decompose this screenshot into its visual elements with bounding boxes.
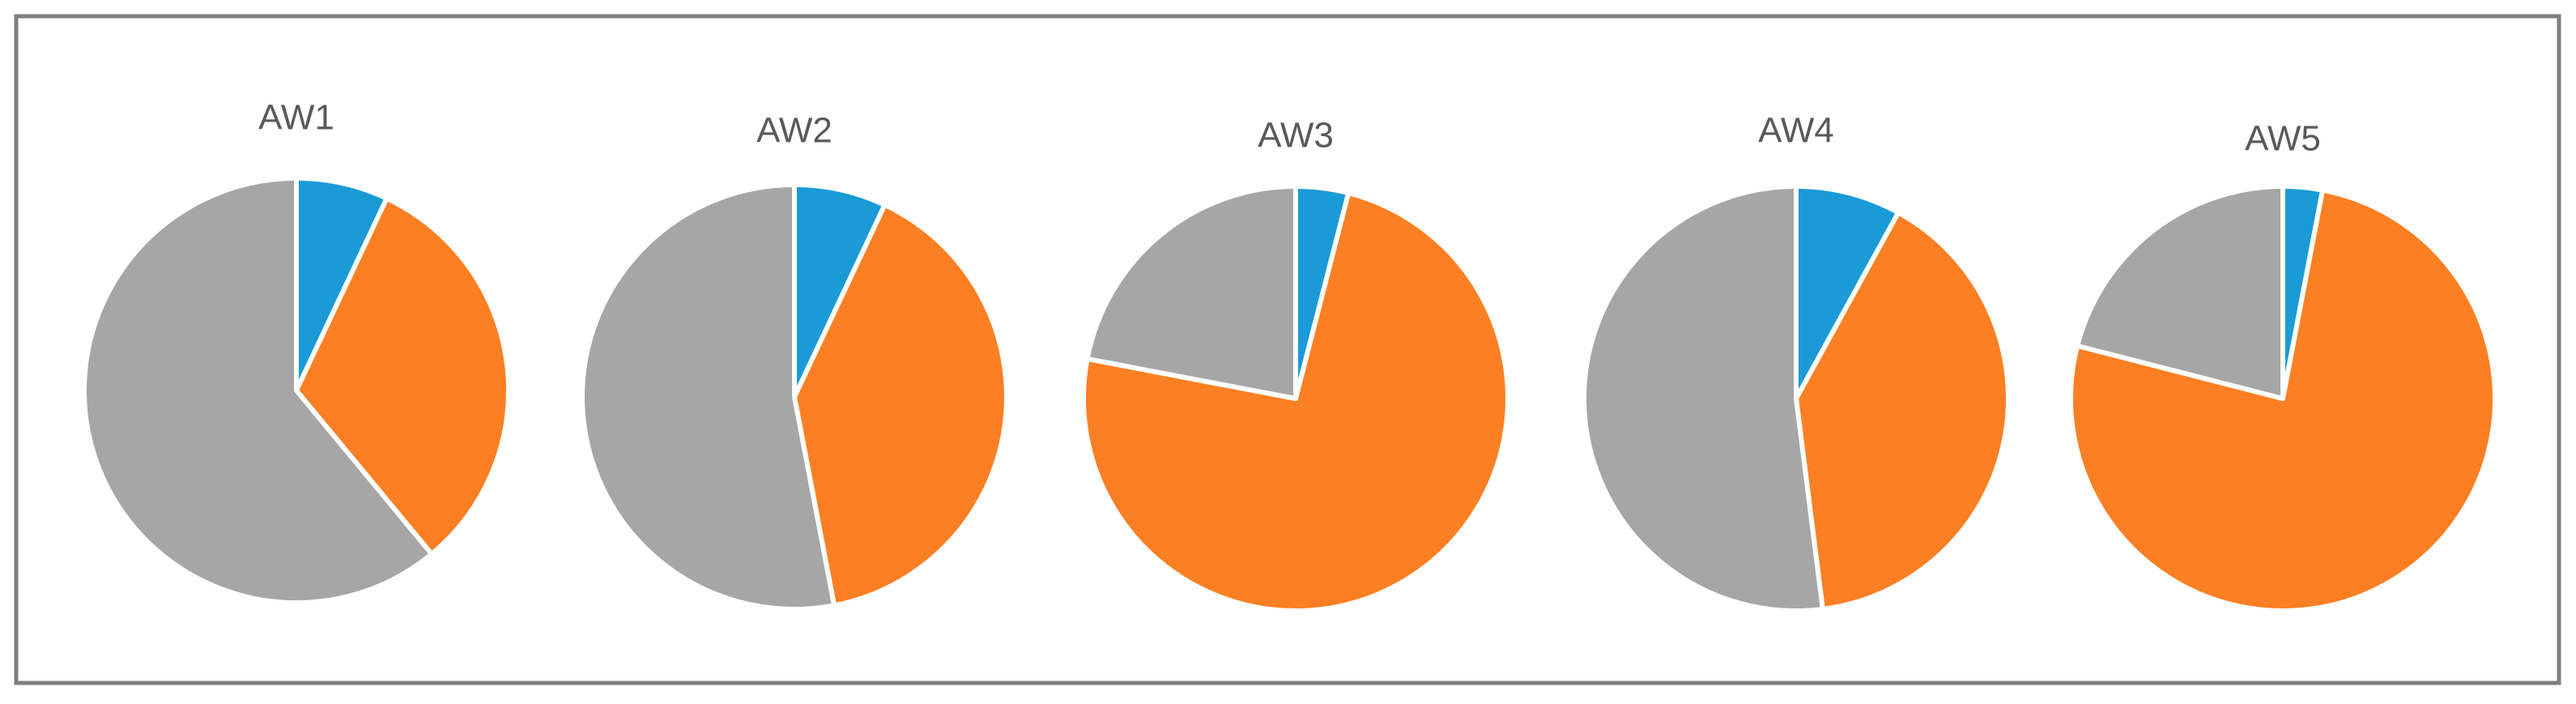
pie-slice <box>82 176 435 605</box>
pie-slice <box>792 202 1009 608</box>
chart-title: AW5 <box>2245 119 2321 159</box>
pie-slice <box>2075 184 2285 401</box>
pie-slice <box>1582 184 1825 613</box>
pie-slice <box>580 182 837 612</box>
pie-slice <box>1794 184 1901 401</box>
pie-slice <box>1081 190 1510 613</box>
pie-slice <box>1084 184 1298 401</box>
chart-title: AW4 <box>1758 111 1834 151</box>
pie-slice <box>1794 210 2011 612</box>
chart-title: AW1 <box>258 98 334 138</box>
chart-title: AW2 <box>756 111 832 151</box>
pie-slice <box>294 195 511 557</box>
chart-title: AW3 <box>1258 116 1334 156</box>
